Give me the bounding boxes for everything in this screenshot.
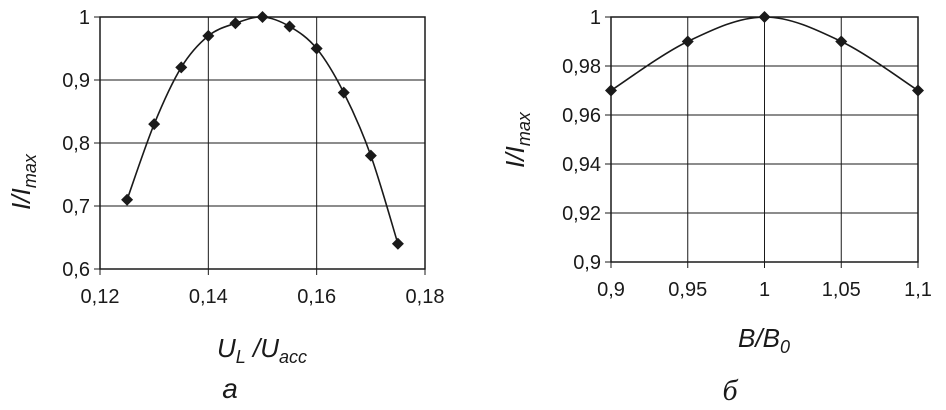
chart-a-x-tick-label: 0,16: [297, 286, 336, 308]
chart-b-x-tick-label: 1: [759, 279, 770, 301]
chart-b-panel-label: б: [722, 374, 738, 407]
chart-a: 0,6 0,7 0,8 0,9 1 0,12 0,14 0,16 0,18 I/Imax UL…: [6, 7, 444, 404]
chart-a-y-tick-label: 1: [79, 7, 90, 29]
chart-a-data-point: [202, 29, 215, 42]
chart-a-x-tick-label: 0,18: [406, 286, 445, 308]
chart-a-data-point: [121, 193, 134, 206]
chart-b-y-tick-label: 1: [590, 7, 601, 29]
chart-b-data-point: [681, 35, 694, 48]
chart-a-data-point: [364, 149, 377, 162]
chart-b-series-markers: [605, 11, 924, 97]
chart-a-y-tick-label: 0,7: [62, 196, 90, 218]
chart-b-grid: [605, 16, 919, 268]
chart-a-x-tick-label: 0,12: [81, 286, 120, 308]
chart-a-series-markers: [121, 11, 404, 250]
chart-a-data-point: [175, 61, 188, 74]
chart-a-y-tick-label: 0,9: [62, 70, 90, 92]
chart-b-y-tick-label: 0,92: [562, 203, 601, 225]
chart-a-y-axis-label: I/Imax: [6, 153, 40, 210]
chart-a-series-line: [126, 16, 399, 245]
chart-a-y-tick-labels: 0,6 0,7 0,8 0,9 1: [62, 7, 90, 281]
chart-a-data-point: [229, 17, 242, 30]
chart-a-x-tick-labels: 0,12 0,14 0,16 0,18: [81, 286, 445, 308]
chart-b-x-tick-label: 1,05: [822, 279, 861, 301]
chart-a-data-point: [256, 11, 269, 23]
chart-a-x-axis-label: UL /Uacc: [217, 333, 307, 367]
chart-b-y-tick-label: 0,96: [562, 105, 601, 127]
chart-b-y-tick-label: 0,94: [562, 154, 601, 176]
chart-a-grid: [94, 16, 426, 275]
chart-a-data-point: [283, 20, 296, 33]
chart-b-data-point: [605, 84, 617, 97]
chart-b-y-axis-label: I/Imax: [500, 111, 534, 168]
chart-a-data-point: [337, 86, 350, 99]
chart-b-x-tick-label: 0,95: [668, 279, 707, 301]
chart-b-y-tick-label: 0,9: [573, 252, 601, 274]
chart-b-x-axis-label: B/B0: [738, 323, 790, 357]
chart-b-data-point: [835, 35, 848, 48]
chart-a-data-point: [310, 42, 323, 55]
chart-b-x-tick-labels: 0,9 0,95 1 1,05 1,1: [597, 279, 932, 301]
chart-b-data-point: [758, 11, 771, 23]
chart-a-panel-label: a: [222, 373, 238, 404]
chart-a-y-tick-label: 0,6: [62, 259, 90, 281]
chart-b-y-tick-labels: 0,9 0,92 0,94 0,96 0,98 1: [562, 7, 601, 274]
chart-a-data-point: [391, 237, 404, 250]
chart-b-x-tick-label: 1,1: [904, 279, 932, 301]
chart-a-data-point: [148, 118, 161, 131]
chart-a-y-tick-label: 0,8: [62, 133, 90, 155]
chart-b-y-tick-label: 0,98: [562, 56, 601, 78]
chart-b: 0,9 0,92 0,94 0,96 0,98 1 0,9 0,95 1 1,05 1,1 I/I…: [500, 7, 932, 407]
chart-a-x-tick-label: 0,14: [189, 286, 228, 308]
chart-b-data-point: [912, 84, 924, 97]
chart-b-x-tick-label: 0,9: [597, 279, 625, 301]
